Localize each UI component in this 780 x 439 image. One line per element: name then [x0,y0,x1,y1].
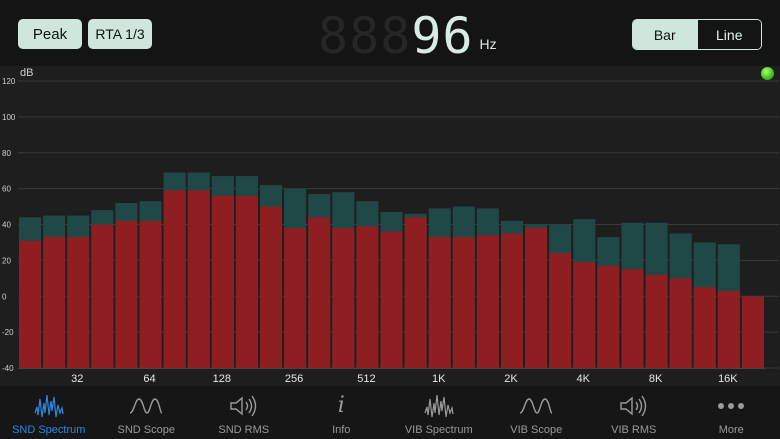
speaker-icon [228,391,260,421]
level-bar [573,262,596,368]
y-tick-label: 0 [2,292,7,301]
level-bar [356,226,379,368]
tab-label: More [718,424,744,436]
level-bar [525,228,548,368]
x-tick-label: 4K [577,373,591,385]
tab-label: VIB Spectrum [404,424,473,436]
tab-label: Info [332,424,351,436]
level-bar [235,195,258,368]
info-icon: i [337,393,345,418]
tab-snd-scope[interactable]: SND Scope [98,386,196,439]
spectrum-chart: dB 120 100 80 60 40 20 0 -20 -40 32 64 128 256 512 1K 2K… [0,66,780,386]
y-tick-label: 100 [2,113,16,122]
x-tick-label: 64 [143,373,155,385]
level-bar [380,231,403,368]
level-bar [549,253,572,368]
level-bar [67,237,90,368]
frequency-readout: 88896 Hz [318,6,497,62]
tab-label: VIB Scope [510,424,563,436]
level-bar [308,217,331,368]
level-bar [332,228,355,368]
level-bar [284,228,307,368]
view-line-button[interactable]: Line [696,20,761,49]
level-bar [452,237,475,368]
level-bar [163,190,186,368]
level-bar [741,296,764,368]
level-bar [621,269,644,368]
tab-more[interactable]: More [683,386,780,439]
y-tick-label: 80 [2,149,11,158]
x-tick-label: 128 [213,373,231,385]
tab-label: SND Scope [117,424,175,436]
level-bar [187,190,210,368]
level-bar [693,287,716,368]
frequency-value: 96 [411,7,474,65]
view-mode-segmented-control: Bar Line [632,19,762,50]
level-bar [717,290,740,368]
level-bar [669,278,692,368]
rta-mode-button[interactable]: RTA 1/3 [88,19,152,49]
level-bar [91,224,114,368]
y-tick-label: 20 [2,256,11,265]
frequency-digits: 88896 [318,10,474,62]
speaker-icon [618,391,650,421]
spectrum-icon [34,391,64,421]
tab-label: VIB RMS [611,424,657,436]
x-tick-label: 8K [649,373,663,385]
bottom-tab-bar: SND Spectrum SND Scope SND RMS i Info VIB Spe… [0,386,780,439]
level-bar [211,195,234,368]
tab-label: SND Spectrum [12,424,86,436]
frequency-unit: Hz [479,36,497,52]
tab-label: SND RMS [218,424,270,436]
tab-snd-spectrum[interactable]: SND Spectrum [0,386,98,439]
y-tick-label: 120 [2,77,16,86]
level-bar [19,240,42,368]
status-indicator-icon [761,67,774,80]
level-bar [259,206,283,368]
view-bar-button[interactable]: Bar [633,20,697,49]
top-toolbar: Peak RTA 1/3 88896 Hz Bar Line [0,0,780,66]
spectrum-icon [424,391,454,421]
frequency-ghost-digits: 888 [318,7,412,65]
y-tick-label: 40 [2,221,11,230]
level-bar [43,237,66,368]
scope-wave-icon [129,391,163,421]
peak-button[interactable]: Peak [18,19,82,49]
tab-vib-scope[interactable]: VIB Scope [488,386,586,439]
x-tick-label: 2K [504,373,518,385]
level-bar [645,274,668,368]
level-bar [500,233,524,368]
tab-snd-rms[interactable]: SND RMS [195,386,293,439]
tab-vib-spectrum[interactable]: VIB Spectrum [390,386,488,439]
y-axis-label: dB [20,67,33,79]
x-tick-label: 32 [71,373,83,385]
tab-vib-rms[interactable]: VIB RMS [585,386,683,439]
x-tick-label: 16K [718,373,738,385]
y-tick-label: 60 [2,185,11,194]
level-bar [115,220,138,368]
x-tick-label: 512 [357,373,375,385]
tab-info[interactable]: i Info [293,386,391,439]
level-bar [139,220,162,368]
scope-wave-icon [519,391,553,421]
level-bar [476,235,499,368]
more-dots-icon [717,391,745,421]
spectrum-chart-svg: dB 120 100 80 60 40 20 0 -20 -40 32 64 128 256 512 1K 2K… [2,67,779,385]
y-tick-label: -40 [2,364,14,373]
level-bar [428,237,451,368]
x-tick-label: 256 [285,373,303,385]
level-bar [597,265,620,368]
x-tick-label: 1K [432,373,446,385]
level-bar [404,217,427,368]
y-tick-label: -20 [2,328,14,337]
